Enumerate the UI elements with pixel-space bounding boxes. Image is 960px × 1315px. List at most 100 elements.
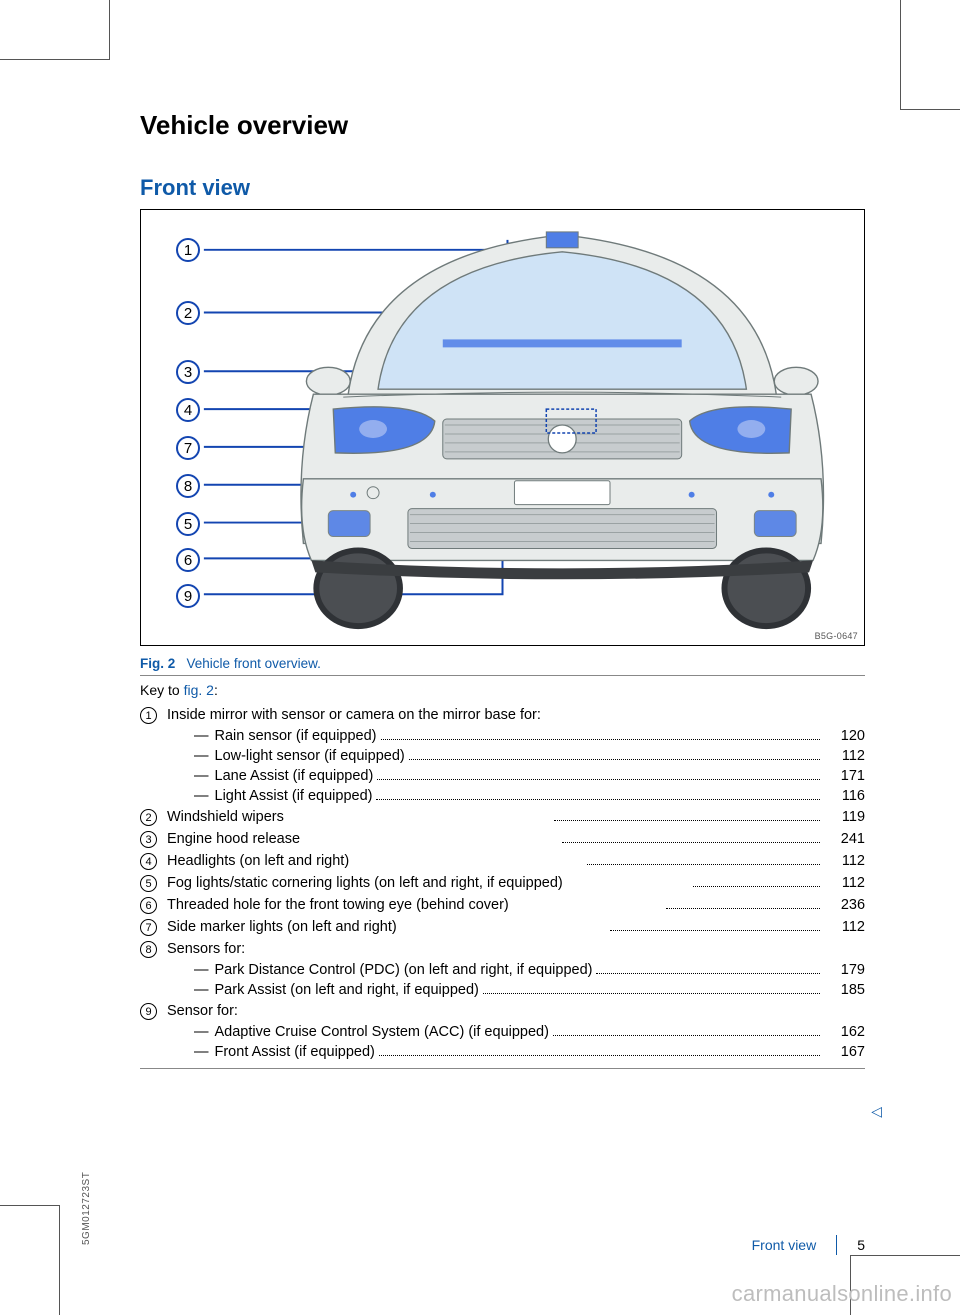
- subentry-page-number[interactable]: 120: [825, 728, 865, 744]
- entry-text: Inside mirror with sensor or camera on t…: [167, 707, 865, 723]
- key-entry-row: 3Engine hood release241: [140, 830, 865, 848]
- section-title: Front view: [140, 175, 865, 201]
- entry-number-circle: 9: [140, 1003, 157, 1020]
- key-subentry-row: — Adaptive Cruise Control System (ACC) (i…: [194, 1024, 865, 1040]
- dash-icon: —: [194, 728, 209, 744]
- continue-indicator-icon: ◁: [871, 1103, 882, 1120]
- subentry-text: Low-light sensor (if equipped): [215, 748, 405, 764]
- dot-leader: [409, 748, 820, 760]
- dot-leader: [610, 919, 820, 931]
- dash-icon: —: [194, 982, 209, 998]
- dot-leader: [553, 1024, 820, 1036]
- dot-leader: [554, 809, 820, 821]
- subentry-page-number[interactable]: 162: [825, 1024, 865, 1040]
- dot-leader: [666, 897, 820, 909]
- subentry-page-number[interactable]: 167: [825, 1044, 865, 1060]
- subentry-text: Rain sensor (if equipped): [215, 728, 377, 744]
- subentry-page-number[interactable]: 116: [825, 788, 865, 804]
- callout-circle: 3: [176, 360, 200, 384]
- entry-text: Windshield wipers: [167, 809, 550, 825]
- key-suffix: :: [214, 682, 218, 698]
- key-entry-row: 9 Sensor for:: [140, 1002, 865, 1020]
- subentry-text: Lane Assist (if equipped): [215, 768, 374, 784]
- callout-circle: 5: [176, 512, 200, 536]
- subentry-text: Front Assist (if equipped): [215, 1044, 375, 1060]
- key-entry-row: 7 Side marker lights (on left and right) 1…: [140, 918, 865, 936]
- entry-number-circle: 8: [140, 941, 157, 958]
- key-entries: 1Inside mirror with sensor or camera on …: [140, 706, 865, 1060]
- figure-id-label: B5G-0647: [815, 631, 858, 641]
- callout-circle: 1: [176, 238, 200, 262]
- footer-section-name: Front view: [752, 1237, 817, 1253]
- dot-leader: [379, 1044, 820, 1056]
- entry-text: Fog lights/static cornering lights (on l…: [167, 875, 689, 891]
- dot-leader: [562, 831, 820, 843]
- vehicle-illustration: [141, 210, 864, 645]
- entry-page-number[interactable]: 112: [825, 853, 865, 869]
- vehicle-svg: [141, 210, 864, 645]
- callout-circle: 6: [176, 548, 200, 572]
- crop-mark-bl: [0, 1205, 60, 1315]
- dot-leader: [483, 982, 820, 994]
- entry-text: Sensor for:: [167, 1003, 865, 1019]
- subentry-page-number[interactable]: 112: [825, 748, 865, 764]
- entry-number-circle: 5: [140, 875, 157, 892]
- dot-leader: [596, 962, 820, 974]
- dash-icon: —: [194, 788, 209, 804]
- subentry-text: Light Assist (if equipped): [215, 788, 373, 804]
- entry-text: Headlights (on left and right): [167, 853, 583, 869]
- entry-number-circle: 7: [140, 919, 157, 936]
- dot-leader: [376, 788, 820, 800]
- key-entries-block: 1Inside mirror with sensor or camera on …: [140, 706, 865, 1069]
- entry-page-number[interactable]: 241: [825, 831, 865, 847]
- key-subentry-row: — Park Assist (on left and right, if equi…: [194, 982, 865, 998]
- key-subentry-row: — Front Assist (if equipped) 167: [194, 1044, 865, 1060]
- key-subentry-row: — Light Assist (if equipped) 116: [194, 788, 865, 804]
- key-subentry-row: — Park Distance Control (PDC) (on left an…: [194, 962, 865, 978]
- callout-circle: 9: [176, 584, 200, 608]
- entry-page-number[interactable]: 112: [825, 875, 865, 891]
- entry-number-circle: 2: [140, 809, 157, 826]
- dot-leader: [381, 728, 820, 740]
- subentry-text: Adaptive Cruise Control System (ACC) (if…: [215, 1024, 549, 1040]
- key-entry-row: 8Sensors for:: [140, 940, 865, 958]
- entry-page-number[interactable]: 119: [825, 809, 865, 825]
- callout-circle: 4: [176, 398, 200, 422]
- subentry-page-number[interactable]: 179: [825, 962, 865, 978]
- key-subentry-row: — Rain sensor (if equipped) 120: [194, 728, 865, 744]
- figure-caption-prefix: Fig. 2: [140, 656, 175, 671]
- page-footer: Front view 5: [752, 1235, 865, 1255]
- key-entry-row: 5 Fog lights/static cornering lights (on …: [140, 874, 865, 892]
- key-entry-row: 2 Windshield wipers 119: [140, 808, 865, 826]
- figure-ref-link[interactable]: fig. 2: [184, 682, 214, 698]
- entry-page-number[interactable]: 236: [825, 897, 865, 913]
- dash-icon: —: [194, 748, 209, 764]
- subentry-text: Park Assist (on left and right, if equip…: [215, 982, 479, 998]
- key-entry-row: 1Inside mirror with sensor or camera on …: [140, 706, 865, 724]
- dash-icon: —: [194, 1024, 209, 1040]
- page-body: Vehicle overview Front view 1 2 3 4 7 8 5 6 9 B5…: [0, 0, 960, 1129]
- subentry-page-number[interactable]: 171: [825, 768, 865, 784]
- chapter-title: Vehicle overview: [140, 110, 865, 141]
- callout-circle: 7: [176, 436, 200, 460]
- dot-leader: [377, 768, 820, 780]
- key-subentry-row: — Lane Assist (if equipped) 171: [194, 768, 865, 784]
- entry-number-circle: 6: [140, 897, 157, 914]
- dash-icon: —: [194, 1044, 209, 1060]
- key-prefix: Key to: [140, 682, 184, 698]
- entry-text: Engine hood release: [167, 831, 558, 847]
- entry-page-number[interactable]: 112: [825, 919, 865, 935]
- key-entry-row: 4Headlights (on left and right)112: [140, 852, 865, 870]
- subentry-page-number[interactable]: 185: [825, 982, 865, 998]
- entry-text: Side marker lights (on left and right): [167, 919, 606, 935]
- footer-page-number: 5: [857, 1237, 865, 1253]
- dash-icon: —: [194, 962, 209, 978]
- figure-caption-text: Vehicle front overview.: [187, 656, 321, 671]
- footer-divider: [836, 1235, 837, 1255]
- dash-icon: —: [194, 768, 209, 784]
- key-entry-row: 6Threaded hole for the front towing eye …: [140, 896, 865, 914]
- subentry-text: Park Distance Control (PDC) (on left and…: [215, 962, 593, 978]
- callout-circle: 2: [176, 301, 200, 325]
- dot-leader: [587, 853, 820, 865]
- figure-caption: Fig. 2 Vehicle front overview.: [140, 656, 865, 676]
